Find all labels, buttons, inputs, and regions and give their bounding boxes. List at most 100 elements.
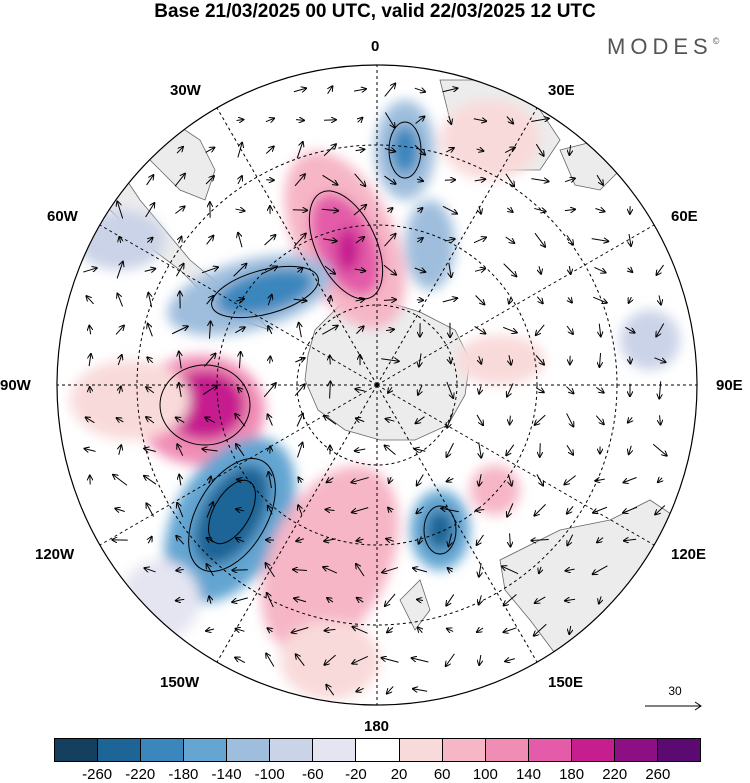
wind-arrow — [293, 88, 306, 91]
wind-arrow — [268, 628, 273, 631]
wind-arrow — [238, 176, 242, 185]
wind-arrow — [119, 445, 121, 455]
wind-arrow — [535, 143, 543, 156]
wind-arrow — [414, 268, 426, 272]
wind-arrow — [539, 566, 541, 573]
wind-arrow — [442, 205, 457, 213]
wind-arrow — [656, 264, 664, 275]
wind-arrow — [356, 326, 363, 334]
wind-arrow — [477, 628, 484, 632]
lon-label-90w: 90W — [0, 377, 31, 394]
wind-arrow — [569, 145, 570, 155]
colorbar-segment — [313, 739, 357, 761]
wind-arrow — [324, 654, 336, 665]
wind-arrow — [177, 444, 184, 456]
wind-arrow — [325, 629, 336, 630]
wind-arrow — [209, 477, 211, 484]
wind-arrow — [294, 384, 305, 397]
wind-arrow — [293, 299, 307, 301]
wind-arrow — [175, 264, 183, 277]
wind-arrow — [507, 383, 514, 396]
wind-arrow — [473, 237, 486, 244]
wind-arrow — [298, 505, 302, 515]
wind-arrow — [86, 417, 95, 424]
wind-arrow — [652, 443, 667, 455]
wind-arrow — [354, 269, 366, 271]
wind-arrow — [116, 262, 123, 279]
wind-arrow — [505, 173, 514, 186]
reference-vector: 30 — [645, 684, 705, 717]
wind-arrow — [534, 504, 546, 515]
graticule — [57, 65, 697, 705]
wind-arrow — [232, 597, 248, 602]
wind-arrow — [442, 298, 457, 303]
wind-arrow — [202, 385, 217, 395]
wind-arrow — [566, 235, 573, 244]
wind-arrow — [566, 444, 573, 455]
colorbar-segment — [55, 739, 99, 761]
wind-arrow — [330, 356, 331, 365]
colorbar-segment — [485, 739, 529, 761]
colorbar-segment — [657, 739, 700, 761]
wind-arrow — [447, 479, 454, 482]
reference-vector-value: 30 — [668, 684, 682, 698]
lon-label-120e: 120E — [671, 546, 707, 563]
map-border — [56, 64, 698, 706]
wind-arrow — [322, 326, 337, 335]
wind-arrow — [89, 354, 91, 367]
wind-arrow — [264, 235, 276, 246]
wind-arrow — [209, 596, 211, 604]
wind-arrow — [569, 265, 570, 274]
latitude-circle — [216, 224, 538, 546]
colorbar-tick-label: 180 — [559, 766, 585, 783]
wind-arrow — [235, 657, 246, 663]
wind-arrow — [179, 237, 182, 244]
colorbar-tick-label: -180 — [168, 766, 199, 783]
wind-arrow — [384, 234, 395, 247]
wind-arrow — [351, 477, 369, 483]
wind-arrow — [418, 384, 422, 395]
lon-label-0: 0 — [371, 38, 380, 55]
wind-arrow — [417, 599, 424, 600]
wind-arrow — [599, 323, 601, 337]
wind-arrow — [237, 143, 242, 158]
wind-arrow — [385, 593, 396, 606]
wind-arrow — [629, 445, 632, 454]
wind-arrow — [510, 415, 511, 425]
wind-arrow — [382, 567, 399, 573]
wind-arrow — [326, 509, 335, 510]
meridian-line — [376, 384, 538, 663]
colorbar-tick-label: -140 — [211, 766, 242, 783]
wind-arrow — [144, 448, 156, 451]
wind-arrow — [449, 115, 451, 124]
wind-arrow — [202, 449, 218, 451]
wind-arrow — [322, 174, 338, 184]
wind-arrow — [179, 383, 181, 398]
wind-arrow — [119, 387, 121, 394]
meridian-line — [376, 384, 655, 546]
wind-arrow — [175, 206, 184, 214]
wind-arrow — [473, 119, 486, 121]
wind-arrow — [236, 538, 245, 542]
colorbar-segment — [442, 739, 486, 761]
colorbar-tick-label: 260 — [645, 766, 671, 783]
wind-arrow — [417, 474, 424, 486]
wind-arrow — [146, 175, 154, 186]
wind-arrow — [330, 382, 331, 399]
wind-arrow — [268, 295, 272, 306]
wind-arrow — [536, 474, 543, 485]
wind-arrow — [235, 209, 245, 211]
wind-arrow — [297, 443, 303, 458]
wind-arrow — [415, 449, 426, 451]
lon-label-180: 180 — [364, 718, 390, 735]
wind-arrow — [564, 178, 575, 181]
wind-arrow — [147, 357, 154, 364]
wind-arrow — [418, 208, 423, 212]
wind-arrow — [177, 503, 184, 518]
wind-arrow — [628, 268, 633, 272]
wind-arrow — [327, 598, 334, 602]
wind-arrow — [415, 416, 425, 424]
meridian-line — [216, 107, 378, 386]
wind-arrow — [235, 327, 244, 334]
wind-arrow — [355, 149, 365, 150]
